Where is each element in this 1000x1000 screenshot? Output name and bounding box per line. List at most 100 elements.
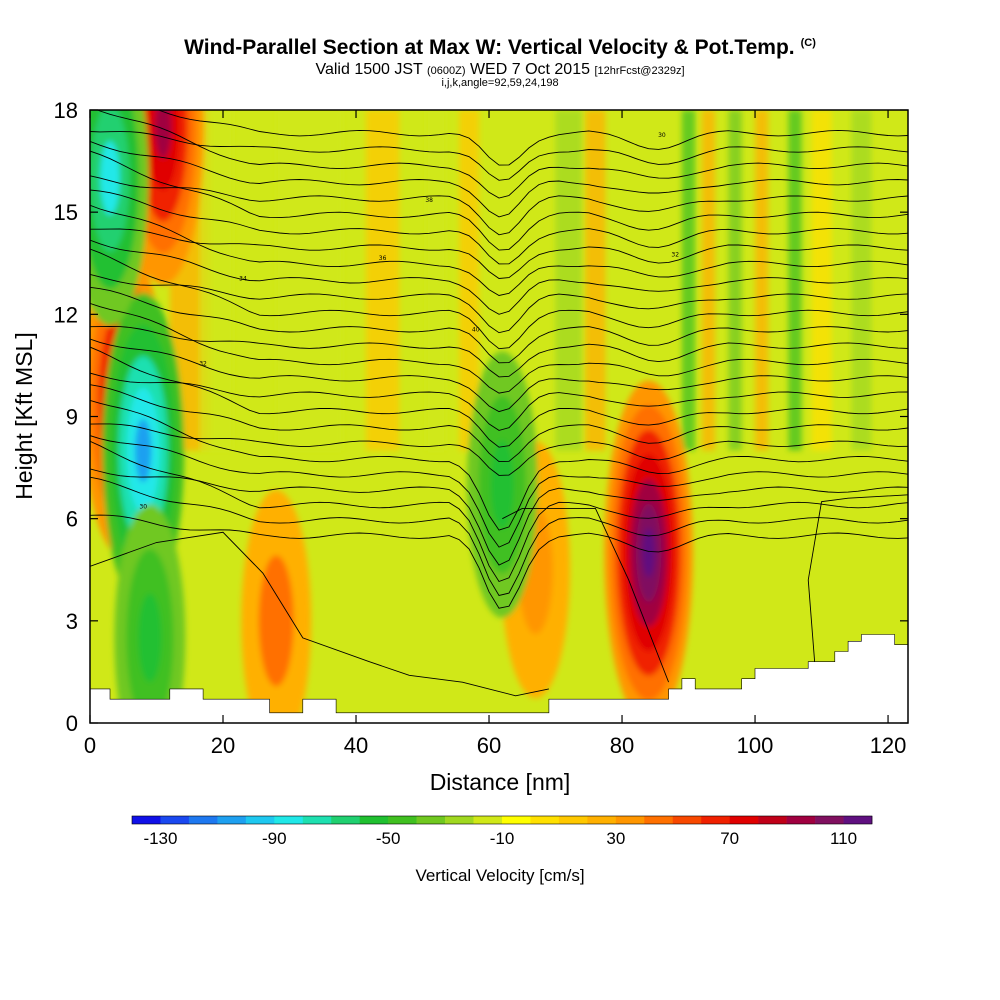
colorbar-swatch — [160, 816, 190, 824]
isentrope-line — [90, 384, 908, 463]
x-axis-label: Distance [nm] — [430, 769, 571, 795]
colorbar-swatch — [815, 816, 844, 824]
isentrope-line — [157, 110, 908, 166]
velocity-band — [811, 110, 832, 451]
isentrope-line — [90, 423, 908, 476]
vertical-velocity-field — [90, 110, 872, 723]
colorbar-frame — [131, 815, 873, 825]
colorbar-swatch — [274, 816, 304, 824]
velocity-cell — [154, 110, 172, 159]
colorbar-swatch — [302, 816, 332, 824]
velocity-cell — [258, 555, 294, 687]
x-tick-label: 120 — [870, 733, 907, 758]
isentrope-label: 38 — [425, 197, 433, 204]
isentrope-label: 30 — [658, 132, 666, 139]
y-tick-label: 6 — [66, 507, 78, 532]
plot-area: 30 32 34 36 38 40 30 32 — [90, 110, 908, 723]
isentrope-line — [90, 273, 908, 334]
isentrope-line — [96, 110, 908, 199]
y-tick-label: 9 — [66, 405, 78, 430]
chart-title: Wind-Parallel Section at Max W: Vertical… — [0, 36, 1000, 60]
velocity-band — [425, 110, 446, 451]
grid-indices: i,j,k,angle=92,59,24,198 — [441, 77, 559, 89]
isentrope-line — [90, 531, 549, 697]
colorbar-swatch — [416, 816, 446, 824]
isentrope-label: 32 — [671, 251, 679, 258]
isentrope-label: 34 — [239, 275, 247, 282]
isentrope-line — [90, 514, 908, 609]
colorbar-swatch — [502, 816, 531, 824]
colorbar-tick-label: -50 — [376, 829, 401, 848]
colorbar: -130 -90 -50 -10 30 70 110 — [131, 815, 873, 848]
y-axis-label: Height [Kft MSL] — [11, 332, 37, 499]
colorbar-swatch — [672, 816, 702, 824]
isentrope-line — [90, 140, 908, 218]
isentrope-line — [90, 338, 908, 413]
velocity-cell — [490, 440, 515, 530]
colorbar-swatch — [644, 816, 674, 824]
isentrope-line — [90, 435, 908, 548]
velocity-band — [585, 110, 606, 451]
colorbar-swatch — [217, 816, 247, 824]
x-tick-label: 80 — [610, 733, 634, 758]
isentrope-label: 30 — [139, 503, 147, 510]
isentrope-label: 32 — [199, 360, 207, 367]
isentrope-line — [90, 302, 908, 394]
colorbar-swatch — [558, 816, 588, 824]
colorbar-swatch — [615, 816, 645, 824]
isentrope-line — [807, 494, 908, 666]
velocity-band — [276, 110, 343, 451]
copyright-mark: (C) — [800, 37, 816, 49]
colorbar-tick-label: 70 — [720, 829, 739, 848]
y-tick-label: 0 — [66, 711, 78, 736]
colorbar-tick-label: -90 — [262, 829, 287, 848]
isentrope-line — [90, 228, 908, 279]
velocity-cell — [138, 593, 162, 683]
colorbar-swatch — [388, 816, 417, 824]
colorbar-swatch — [530, 816, 560, 824]
colorbar-swatch — [331, 816, 360, 824]
isentrope-line — [90, 175, 908, 236]
colorbar-swatch — [587, 816, 617, 824]
colorbar-tick-label: -130 — [143, 829, 177, 848]
x-tick-label: 20 — [211, 733, 235, 758]
isentrope-line — [90, 189, 908, 265]
colorbar-tick-label: 110 — [830, 829, 857, 848]
chart-title-text: Wind-Parallel Section at Max W: Vertical… — [184, 36, 795, 59]
x-tick-label: 60 — [477, 733, 501, 758]
colorbar-tick-label: 30 — [606, 829, 625, 848]
isentrope-line — [90, 346, 908, 448]
colorbar-swatch — [445, 816, 474, 824]
velocity-band — [755, 110, 769, 451]
forecast-info: [12hrFcst@2329z] — [594, 65, 685, 77]
isentrope-line — [90, 440, 908, 583]
colorbar-swatch — [758, 816, 787, 824]
isentrope-line — [90, 204, 908, 296]
isentrope-line — [90, 468, 908, 566]
isentrope-line — [90, 399, 908, 531]
valid-time: Valid 1500 JST — [315, 61, 423, 78]
y-tick-label: 3 — [66, 609, 78, 634]
colorbar-swatch — [701, 816, 730, 824]
velocity-band — [788, 110, 802, 451]
isentrope-line — [90, 239, 908, 315]
y-tick-label: 18 — [54, 98, 78, 123]
colorbar-swatch — [188, 816, 218, 824]
colorbar-tick-label: -10 — [490, 829, 515, 848]
colorbar-swatch — [245, 816, 275, 824]
x-tick-label: 100 — [737, 733, 774, 758]
chart-subtitle: Valid 1500 JST (0600Z) WED 7 Oct 2015 [1… — [0, 61, 1000, 79]
velocity-band — [459, 110, 480, 451]
colorbar-swatch — [359, 816, 389, 824]
velocity-band — [728, 110, 742, 451]
isentrope-label: 36 — [379, 255, 387, 262]
x-tick-label: 40 — [344, 733, 368, 758]
terrain-mask — [90, 634, 908, 723]
velocity-band — [681, 110, 696, 451]
colorbar-swatch — [729, 816, 759, 824]
x-axis: 0 20 40 60 80 100 120 — [84, 110, 907, 758]
isentrope-line — [90, 325, 908, 378]
velocity-cell — [642, 528, 655, 578]
